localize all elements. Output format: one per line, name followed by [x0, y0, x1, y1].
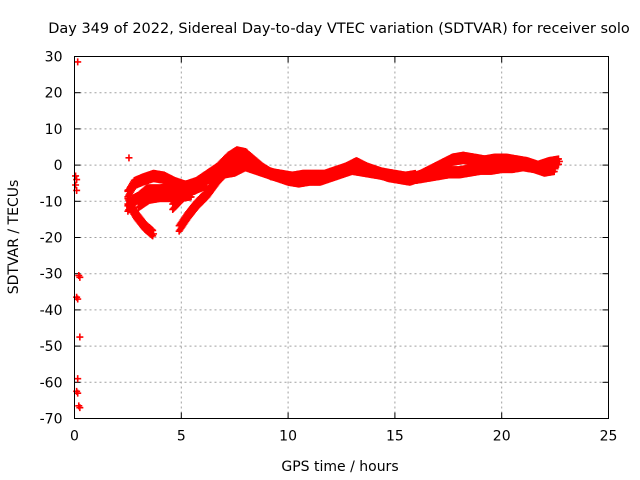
y-tick-label: -50	[40, 339, 63, 355]
data-point	[74, 295, 82, 303]
data-point	[74, 58, 82, 66]
y-tick-label: -40	[40, 303, 63, 319]
data-point	[203, 179, 211, 187]
data-point	[74, 389, 82, 397]
data-point	[555, 157, 563, 165]
grid-lines	[74, 56, 609, 419]
data-point	[76, 404, 84, 412]
data-point	[74, 375, 82, 383]
plot-frame	[74, 56, 609, 419]
data-point	[76, 273, 84, 281]
y-tick-label: 20	[45, 86, 63, 102]
y-tick-label: 30	[45, 50, 63, 66]
data-point	[76, 333, 84, 341]
y-tick-label: -20	[40, 231, 63, 247]
data-point	[72, 172, 80, 180]
x-tick-label: 15	[386, 429, 404, 445]
data-point	[150, 230, 158, 238]
y-tick-label: 0	[54, 158, 63, 174]
data-point	[551, 165, 559, 173]
chart-title: Day 349 of 2022, Sidereal Day-to-day VTE…	[48, 21, 630, 37]
x-tick-label: 25	[600, 429, 618, 445]
data-point	[244, 150, 252, 158]
y-tick-label: -70	[40, 412, 63, 428]
data-points	[72, 58, 563, 412]
x-tick-label: 5	[177, 429, 186, 445]
y-tick-label: -10	[40, 194, 63, 210]
x-tick-label: 20	[493, 429, 511, 445]
y-tick-label: 10	[45, 122, 63, 138]
axis-ticks: 0 5 10 15 20 25 -70 -60 -50 -40 -30 -20 -10 0 10 20 30	[40, 50, 618, 445]
x-tick-label: 10	[279, 429, 297, 445]
y-tick-label: -30	[40, 267, 63, 283]
data-point	[243, 154, 251, 162]
y-axis-label: SDTVAR / TECUs	[6, 180, 22, 295]
data-point	[72, 181, 80, 189]
data-point	[125, 154, 133, 162]
x-tick-label: 0	[70, 429, 79, 445]
y-tick-label: -60	[40, 375, 63, 391]
x-axis-label: GPS time / hours	[281, 459, 398, 475]
